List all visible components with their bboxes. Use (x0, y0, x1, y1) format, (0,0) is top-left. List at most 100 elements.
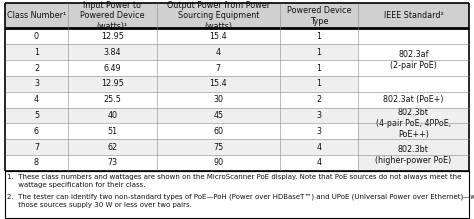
Bar (156, 139, 280, 155)
Text: 1: 1 (316, 32, 321, 41)
Bar (357, 139, 469, 171)
Bar (280, 108, 357, 123)
Text: 2.  The tester can identify two non-standard types of PoE—PoH (Power over HDBase: 2. The tester can identify two non-stand… (7, 194, 474, 208)
Bar (68, 44, 156, 60)
Bar (280, 123, 357, 139)
Text: Input Power to
Powered Device
(watts)¹: Input Power to Powered Device (watts)¹ (80, 1, 145, 31)
Bar (357, 92, 469, 108)
Bar (280, 28, 357, 44)
Text: 802.3bt
(4-pair PoE, 4PPoE,
PoE++): 802.3bt (4-pair PoE, 4PPoE, PoE++) (376, 108, 451, 139)
Text: 2: 2 (316, 95, 321, 104)
Bar (357, 123, 469, 139)
Text: 4: 4 (34, 95, 39, 104)
Text: Output Power from Power
Sourcing Equipment
(watts): Output Power from Power Sourcing Equipme… (167, 1, 270, 31)
Bar (5, 76, 68, 92)
Text: 75: 75 (213, 143, 223, 152)
Bar (5, 92, 68, 108)
Bar (280, 155, 357, 171)
Text: 4: 4 (316, 143, 321, 152)
Text: IEEE Standard²: IEEE Standard² (383, 11, 443, 20)
Text: Class Number¹: Class Number¹ (7, 11, 66, 20)
Text: 2: 2 (34, 64, 39, 72)
Text: 51: 51 (107, 127, 118, 136)
Bar (357, 108, 469, 123)
Bar (156, 76, 280, 92)
Bar (68, 60, 156, 76)
Bar (5, 171, 469, 218)
Bar (156, 3, 280, 28)
Text: 802.3at (PoE+): 802.3at (PoE+) (383, 95, 444, 104)
Text: 90: 90 (213, 158, 223, 167)
Bar (357, 76, 469, 92)
Bar (357, 28, 469, 92)
Text: 12.95: 12.95 (101, 79, 124, 88)
Text: 40: 40 (107, 111, 118, 120)
Text: 4: 4 (316, 158, 321, 167)
Text: 1.  These class numbers and wattages are shown on the MicroScanner PoE display. : 1. These class numbers and wattages are … (7, 174, 462, 188)
Bar (5, 155, 68, 171)
Text: 73: 73 (107, 158, 118, 167)
Text: 6.49: 6.49 (103, 64, 121, 72)
Bar (280, 92, 357, 108)
Bar (156, 155, 280, 171)
Text: 3: 3 (34, 79, 39, 88)
Text: 1: 1 (34, 48, 39, 57)
Bar (156, 44, 280, 60)
Bar (68, 108, 156, 123)
Bar (357, 3, 469, 28)
Bar (68, 139, 156, 155)
Text: Powered Device
Type: Powered Device Type (287, 6, 351, 26)
Text: 12.95: 12.95 (101, 32, 124, 41)
Bar (156, 92, 280, 108)
Text: 6: 6 (34, 127, 39, 136)
Bar (5, 28, 68, 44)
Bar (280, 139, 357, 155)
Bar (357, 92, 469, 108)
Text: 7: 7 (34, 143, 39, 152)
Text: 4: 4 (216, 48, 221, 57)
Bar (280, 44, 357, 60)
Text: 7: 7 (216, 64, 221, 72)
Bar (156, 108, 280, 123)
Bar (280, 60, 357, 76)
Bar (68, 76, 156, 92)
Bar (357, 155, 469, 171)
Bar (5, 139, 68, 155)
Bar (357, 60, 469, 76)
Text: 5: 5 (34, 111, 39, 120)
Text: 30: 30 (213, 95, 223, 104)
Text: 62: 62 (107, 143, 118, 152)
Bar (357, 28, 469, 44)
Text: 802.3af
(2-pair PoE): 802.3af (2-pair PoE) (390, 50, 437, 70)
Text: 8: 8 (34, 158, 39, 167)
Bar (280, 3, 357, 28)
Text: 25.5: 25.5 (103, 95, 121, 104)
Text: 60: 60 (213, 127, 223, 136)
Bar (357, 108, 469, 139)
Text: 15.4: 15.4 (210, 79, 227, 88)
Bar (68, 123, 156, 139)
Text: 1: 1 (316, 79, 321, 88)
Text: 3: 3 (316, 111, 321, 120)
Bar (5, 44, 68, 60)
Text: 15.4: 15.4 (210, 32, 227, 41)
Bar (5, 108, 68, 123)
Text: 1: 1 (316, 48, 321, 57)
Bar (5, 60, 68, 76)
Bar (5, 123, 68, 139)
Bar (156, 60, 280, 76)
Bar (68, 3, 156, 28)
Bar (68, 28, 156, 44)
Bar (5, 3, 68, 28)
Text: 45: 45 (213, 111, 223, 120)
Bar (357, 139, 469, 155)
Bar (280, 76, 357, 92)
Text: 3.84: 3.84 (104, 48, 121, 57)
Text: 3: 3 (316, 127, 321, 136)
Text: 802.3bt
(higher-power PoE): 802.3bt (higher-power PoE) (375, 145, 452, 165)
Bar (357, 44, 469, 60)
Bar (68, 155, 156, 171)
Bar (156, 28, 280, 44)
Text: 1: 1 (316, 64, 321, 72)
Text: 0: 0 (34, 32, 39, 41)
